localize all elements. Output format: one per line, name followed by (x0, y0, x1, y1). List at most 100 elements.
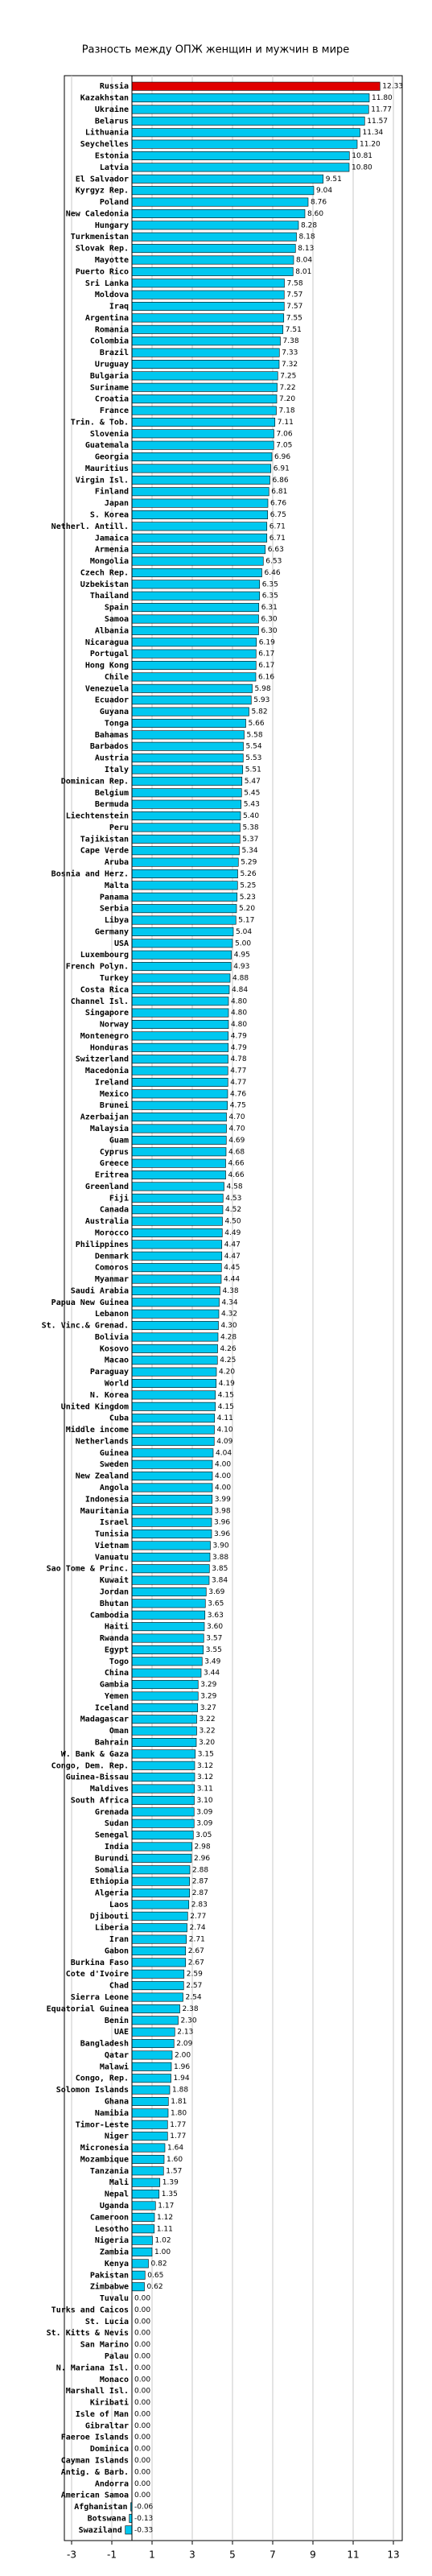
value-label: 7.57 (286, 291, 302, 299)
value-label: 6.96 (274, 453, 290, 461)
bar (131, 1008, 229, 1018)
bar (131, 510, 269, 519)
bar (131, 232, 297, 242)
y-tick-label: Ukraine (95, 105, 129, 114)
value-label: 3.85 (212, 1565, 228, 1573)
bar (131, 1818, 195, 1828)
y-tick-label: Israel (100, 1518, 129, 1527)
y-tick-label: Kosovo (100, 1344, 129, 1353)
value-label: 4.66 (228, 1160, 245, 1168)
y-tick-label: Netherl. Antill. (51, 522, 129, 531)
bar (131, 1552, 211, 1562)
value-label: 1.17 (158, 2202, 174, 2210)
y-tick-label: Poland (100, 198, 129, 207)
value-label: 0.82 (151, 2260, 167, 2268)
value-label: 5.66 (249, 720, 265, 728)
value-label: 3.63 (208, 1612, 224, 1620)
bar (131, 765, 244, 774)
value-label: 7.51 (286, 326, 302, 334)
y-tick-label: Grenada (95, 1808, 129, 1817)
y-tick-label: Senegal (95, 1831, 129, 1840)
bar (131, 2132, 168, 2141)
value-label: 6.53 (265, 558, 282, 566)
bar (131, 1436, 215, 1446)
y-tick-label: Vietnam (95, 1541, 129, 1550)
y-tick-label: Burkina Faso (71, 1958, 129, 1967)
bar (131, 2097, 169, 2106)
y-tick-label: Russia (100, 81, 129, 91)
value-label: 3.10 (197, 1797, 213, 1805)
value-label: 2.87 (192, 1878, 208, 1886)
value-label: 3.20 (199, 1739, 215, 1747)
y-tick-label: France (100, 407, 129, 415)
value-label: 2.09 (176, 2040, 192, 2048)
value-label: 3.29 (200, 1692, 216, 1700)
value-label: 5.47 (245, 778, 261, 786)
value-label: -0.33 (134, 2526, 153, 2534)
bar (131, 1865, 191, 1875)
value-label: 4.66 (228, 1171, 245, 1179)
y-tick-label: Romania (95, 324, 129, 334)
x-tick-label: 3 (189, 2549, 195, 2561)
value-label: 2.57 (186, 1982, 202, 1990)
value-label: 4.15 (218, 1391, 234, 1399)
y-tick-label: Samoa (105, 615, 129, 624)
bar (131, 93, 370, 103)
y-tick-label: American Samoa (61, 2491, 129, 2500)
bar (131, 904, 237, 914)
bar (131, 533, 268, 543)
bar (131, 834, 241, 844)
y-tick-label: Australia (85, 1216, 129, 1226)
bar (131, 1715, 197, 1724)
value-label: 6.86 (273, 477, 289, 485)
value-label: 3.60 (207, 1623, 223, 1631)
bar (131, 2074, 171, 2083)
y-tick-label: Latvia (100, 163, 129, 172)
y-tick-label: Suriname (90, 382, 129, 392)
y-tick-label: Honduras (90, 1043, 129, 1052)
y-tick-label: Burundi (95, 1853, 129, 1863)
bar (131, 1842, 192, 1852)
value-label: 3.90 (213, 1542, 229, 1550)
y-tick-label: Hong Kong (85, 662, 129, 671)
value-label: 10.80 (352, 163, 372, 171)
y-tick-label: Mauritania (80, 1506, 129, 1516)
value-label: 4.28 (220, 1333, 237, 1341)
y-tick-label: Benin (105, 2016, 129, 2025)
bar (131, 1042, 229, 1052)
y-tick-label: Yemen (105, 1692, 129, 1701)
y-tick-label: San Marino (80, 2340, 129, 2350)
value-label: 4.80 (231, 1021, 247, 1029)
bar (131, 1367, 217, 1377)
bar (131, 1587, 207, 1596)
bar (131, 1795, 195, 1805)
bar (131, 2143, 166, 2153)
value-label: 4.11 (217, 1414, 233, 1422)
bar (131, 1749, 196, 1759)
value-label: 4.49 (224, 1229, 241, 1237)
value-label: 3.88 (212, 1554, 228, 1562)
y-tick-label: Vanuatu (95, 1553, 129, 1562)
value-label: 10.81 (352, 152, 372, 160)
value-label: 3.12 (197, 1762, 213, 1770)
bar (131, 1923, 187, 1933)
y-tick-label: Belarus (95, 117, 129, 126)
value-label: 5.54 (246, 743, 262, 751)
y-tick-label: Jamaica (95, 533, 129, 543)
bar (131, 973, 231, 983)
y-tick-label: Brazil (100, 348, 129, 357)
bar (125, 2525, 133, 2535)
y-tick-label: St. Vinc.& Grenad. (42, 1321, 129, 1331)
value-label: 0.00 (134, 2376, 150, 2384)
y-tick-label: Guatemala (85, 441, 129, 450)
bar (131, 1274, 222, 1284)
value-label: 6.76 (270, 500, 286, 508)
value-label: 3.55 (206, 1646, 222, 1654)
value-label: 5.23 (240, 894, 256, 902)
y-tick-label: Cuba (109, 1414, 129, 1423)
y-tick-label: Tonga (105, 719, 129, 728)
value-label: 4.80 (231, 997, 247, 1005)
bar (131, 869, 238, 878)
value-label: 5.04 (236, 928, 252, 936)
